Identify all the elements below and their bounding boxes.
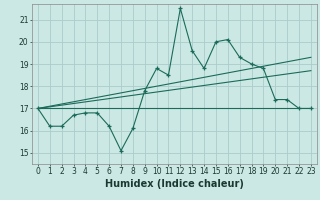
X-axis label: Humidex (Indice chaleur): Humidex (Indice chaleur): [105, 179, 244, 189]
